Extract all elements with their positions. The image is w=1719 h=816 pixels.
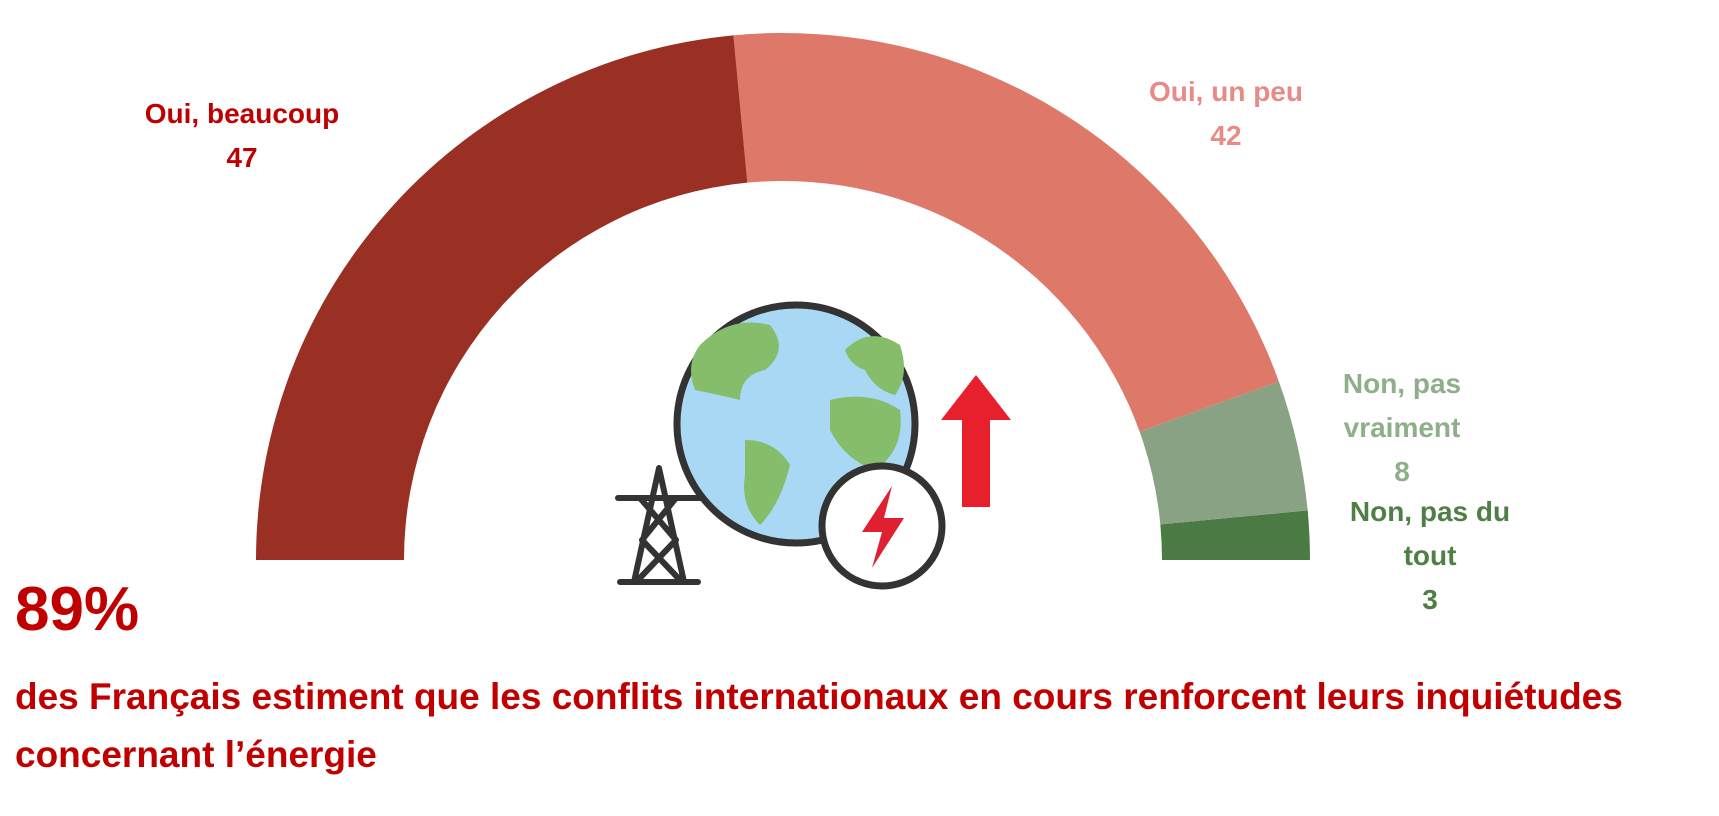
value-label: 8 (1302, 450, 1502, 494)
category-name: Oui, beaucoup (92, 92, 392, 136)
energy-icon (618, 305, 1011, 586)
headline: 89% (15, 575, 139, 645)
value-label: 3 (1330, 578, 1530, 622)
category-name: Non, pas du tout (1330, 490, 1530, 578)
category-name: Oui, un peu (1076, 70, 1376, 114)
value-label: 47 (92, 136, 392, 180)
page: 89% des Français estiment que les confli… (0, 0, 1719, 816)
value-label: 42 (1076, 114, 1376, 158)
category-name: Non, pas vraiment (1302, 362, 1502, 450)
subtitle: des Français estiment que les conflits i… (15, 668, 1635, 784)
